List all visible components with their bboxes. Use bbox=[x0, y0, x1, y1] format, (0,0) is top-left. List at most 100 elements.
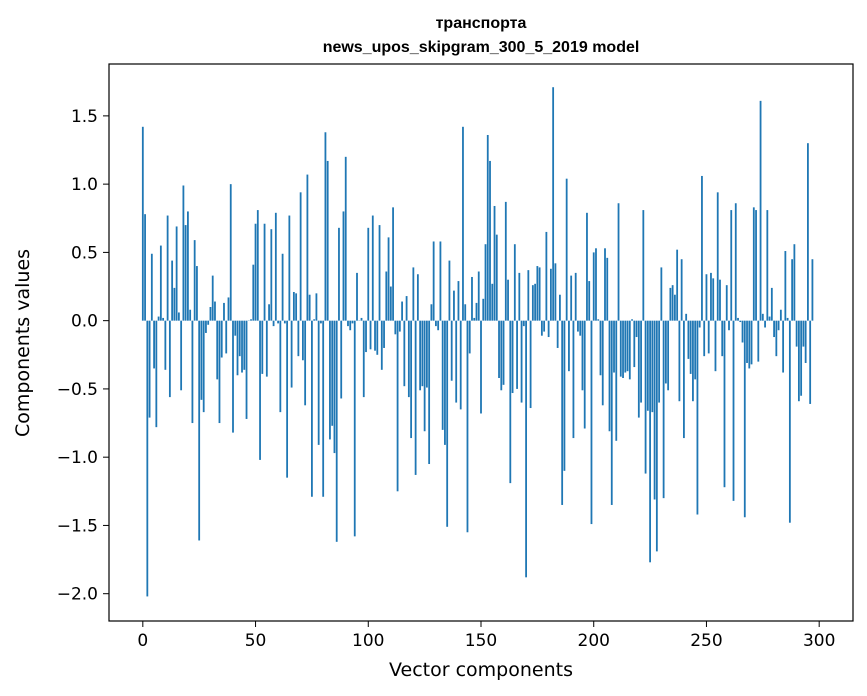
bar-105 bbox=[378, 225, 381, 321]
bar-206 bbox=[606, 257, 609, 321]
bar-228 bbox=[655, 320, 658, 552]
bar-87 bbox=[338, 227, 340, 321]
bar-78 bbox=[317, 320, 320, 445]
bar-147 bbox=[473, 317, 476, 321]
bar-138 bbox=[453, 290, 455, 321]
bar-200 bbox=[592, 252, 595, 321]
bar-271 bbox=[752, 207, 755, 321]
bar-8 bbox=[159, 245, 162, 321]
chart-subtitle: news_upos_skipgram_300_5_2019 model bbox=[323, 39, 640, 56]
bar-247 bbox=[698, 320, 701, 328]
bar-162 bbox=[507, 279, 509, 321]
bar-268 bbox=[746, 320, 748, 363]
bar-3 bbox=[148, 320, 151, 418]
bar-217 bbox=[631, 319, 633, 321]
bar-183 bbox=[554, 263, 557, 321]
bar-63 bbox=[283, 320, 286, 324]
bar-148 bbox=[475, 302, 478, 321]
bar-215 bbox=[626, 320, 629, 372]
bar-288 bbox=[791, 259, 794, 321]
bar-174 bbox=[534, 283, 537, 321]
bar-277 bbox=[766, 210, 769, 321]
bar-116 bbox=[403, 320, 406, 387]
bar-128 bbox=[430, 304, 433, 321]
bar-89 bbox=[342, 211, 345, 321]
bar-281 bbox=[775, 320, 778, 357]
bar-262 bbox=[732, 320, 735, 501]
bar-274 bbox=[759, 100, 762, 321]
bar-152 bbox=[484, 244, 487, 321]
bar-225 bbox=[649, 320, 651, 563]
bar-214 bbox=[624, 320, 627, 373]
bar-201 bbox=[595, 248, 597, 321]
bar-68 bbox=[295, 293, 298, 321]
y-tick-label: 0.0 bbox=[71, 312, 98, 332]
bar-24 bbox=[196, 266, 198, 321]
bar-127 bbox=[428, 320, 431, 465]
bar-129 bbox=[432, 241, 435, 321]
bar-85 bbox=[333, 320, 336, 454]
y-tick-label: 0.5 bbox=[71, 243, 98, 263]
bar-221 bbox=[640, 320, 642, 403]
bar-101 bbox=[369, 320, 372, 350]
bar-209 bbox=[613, 320, 615, 373]
bar-20 bbox=[187, 211, 189, 321]
bar-150 bbox=[480, 320, 482, 414]
bar-81 bbox=[324, 132, 327, 321]
bar-22 bbox=[191, 320, 194, 424]
bar-23 bbox=[193, 240, 196, 321]
bar-36 bbox=[223, 302, 225, 321]
bar-179 bbox=[545, 231, 548, 321]
bar-124 bbox=[421, 320, 424, 387]
bar-238 bbox=[678, 320, 681, 402]
bar-192 bbox=[574, 272, 577, 321]
y-tick-label: −1.0 bbox=[57, 448, 98, 468]
bar-195 bbox=[581, 320, 584, 391]
bar-44 bbox=[241, 320, 243, 373]
bar-144 bbox=[466, 320, 469, 533]
bar-175 bbox=[536, 266, 539, 321]
bar-181 bbox=[549, 268, 552, 321]
bar-0 bbox=[141, 126, 144, 321]
bar-219 bbox=[635, 320, 638, 338]
bar-71 bbox=[301, 320, 304, 361]
bar-273 bbox=[757, 320, 760, 362]
bar-122 bbox=[416, 274, 419, 321]
bar-74 bbox=[308, 294, 311, 321]
bar-35 bbox=[220, 320, 223, 358]
bar-172 bbox=[529, 320, 532, 409]
bar-4 bbox=[150, 253, 153, 321]
bar-118 bbox=[407, 320, 410, 398]
bar-34 bbox=[218, 320, 221, 424]
bar-233 bbox=[667, 320, 670, 391]
bar-199 bbox=[590, 320, 593, 525]
x-axis-ticks: 0 50 100 150 200 250 300 bbox=[137, 621, 835, 651]
bar-171 bbox=[527, 270, 530, 321]
bar-266 bbox=[741, 320, 744, 343]
bar-97 bbox=[360, 317, 363, 321]
bar-95 bbox=[356, 272, 358, 321]
bar-222 bbox=[642, 210, 645, 321]
bar-287 bbox=[788, 320, 791, 523]
bar-119 bbox=[410, 320, 413, 439]
bar-202 bbox=[597, 319, 600, 321]
bar-60 bbox=[277, 320, 279, 324]
bar-230 bbox=[660, 267, 663, 321]
bar-50 bbox=[254, 223, 257, 321]
bar-48 bbox=[250, 319, 252, 321]
bar-130 bbox=[435, 320, 437, 327]
bar-275 bbox=[761, 313, 764, 321]
bar-40 bbox=[232, 320, 234, 433]
y-tick-label: −1.5 bbox=[57, 516, 98, 536]
bar-33 bbox=[216, 320, 219, 380]
bar-123 bbox=[419, 320, 422, 391]
bar-53 bbox=[261, 320, 264, 374]
bar-37 bbox=[225, 320, 228, 354]
bar-193 bbox=[577, 320, 579, 332]
y-tick-label: 1.5 bbox=[71, 107, 98, 127]
bar-84 bbox=[331, 320, 334, 426]
bar-72 bbox=[304, 320, 307, 406]
bar-205 bbox=[604, 248, 606, 321]
bar-6 bbox=[155, 320, 158, 428]
bar-198 bbox=[588, 281, 591, 321]
